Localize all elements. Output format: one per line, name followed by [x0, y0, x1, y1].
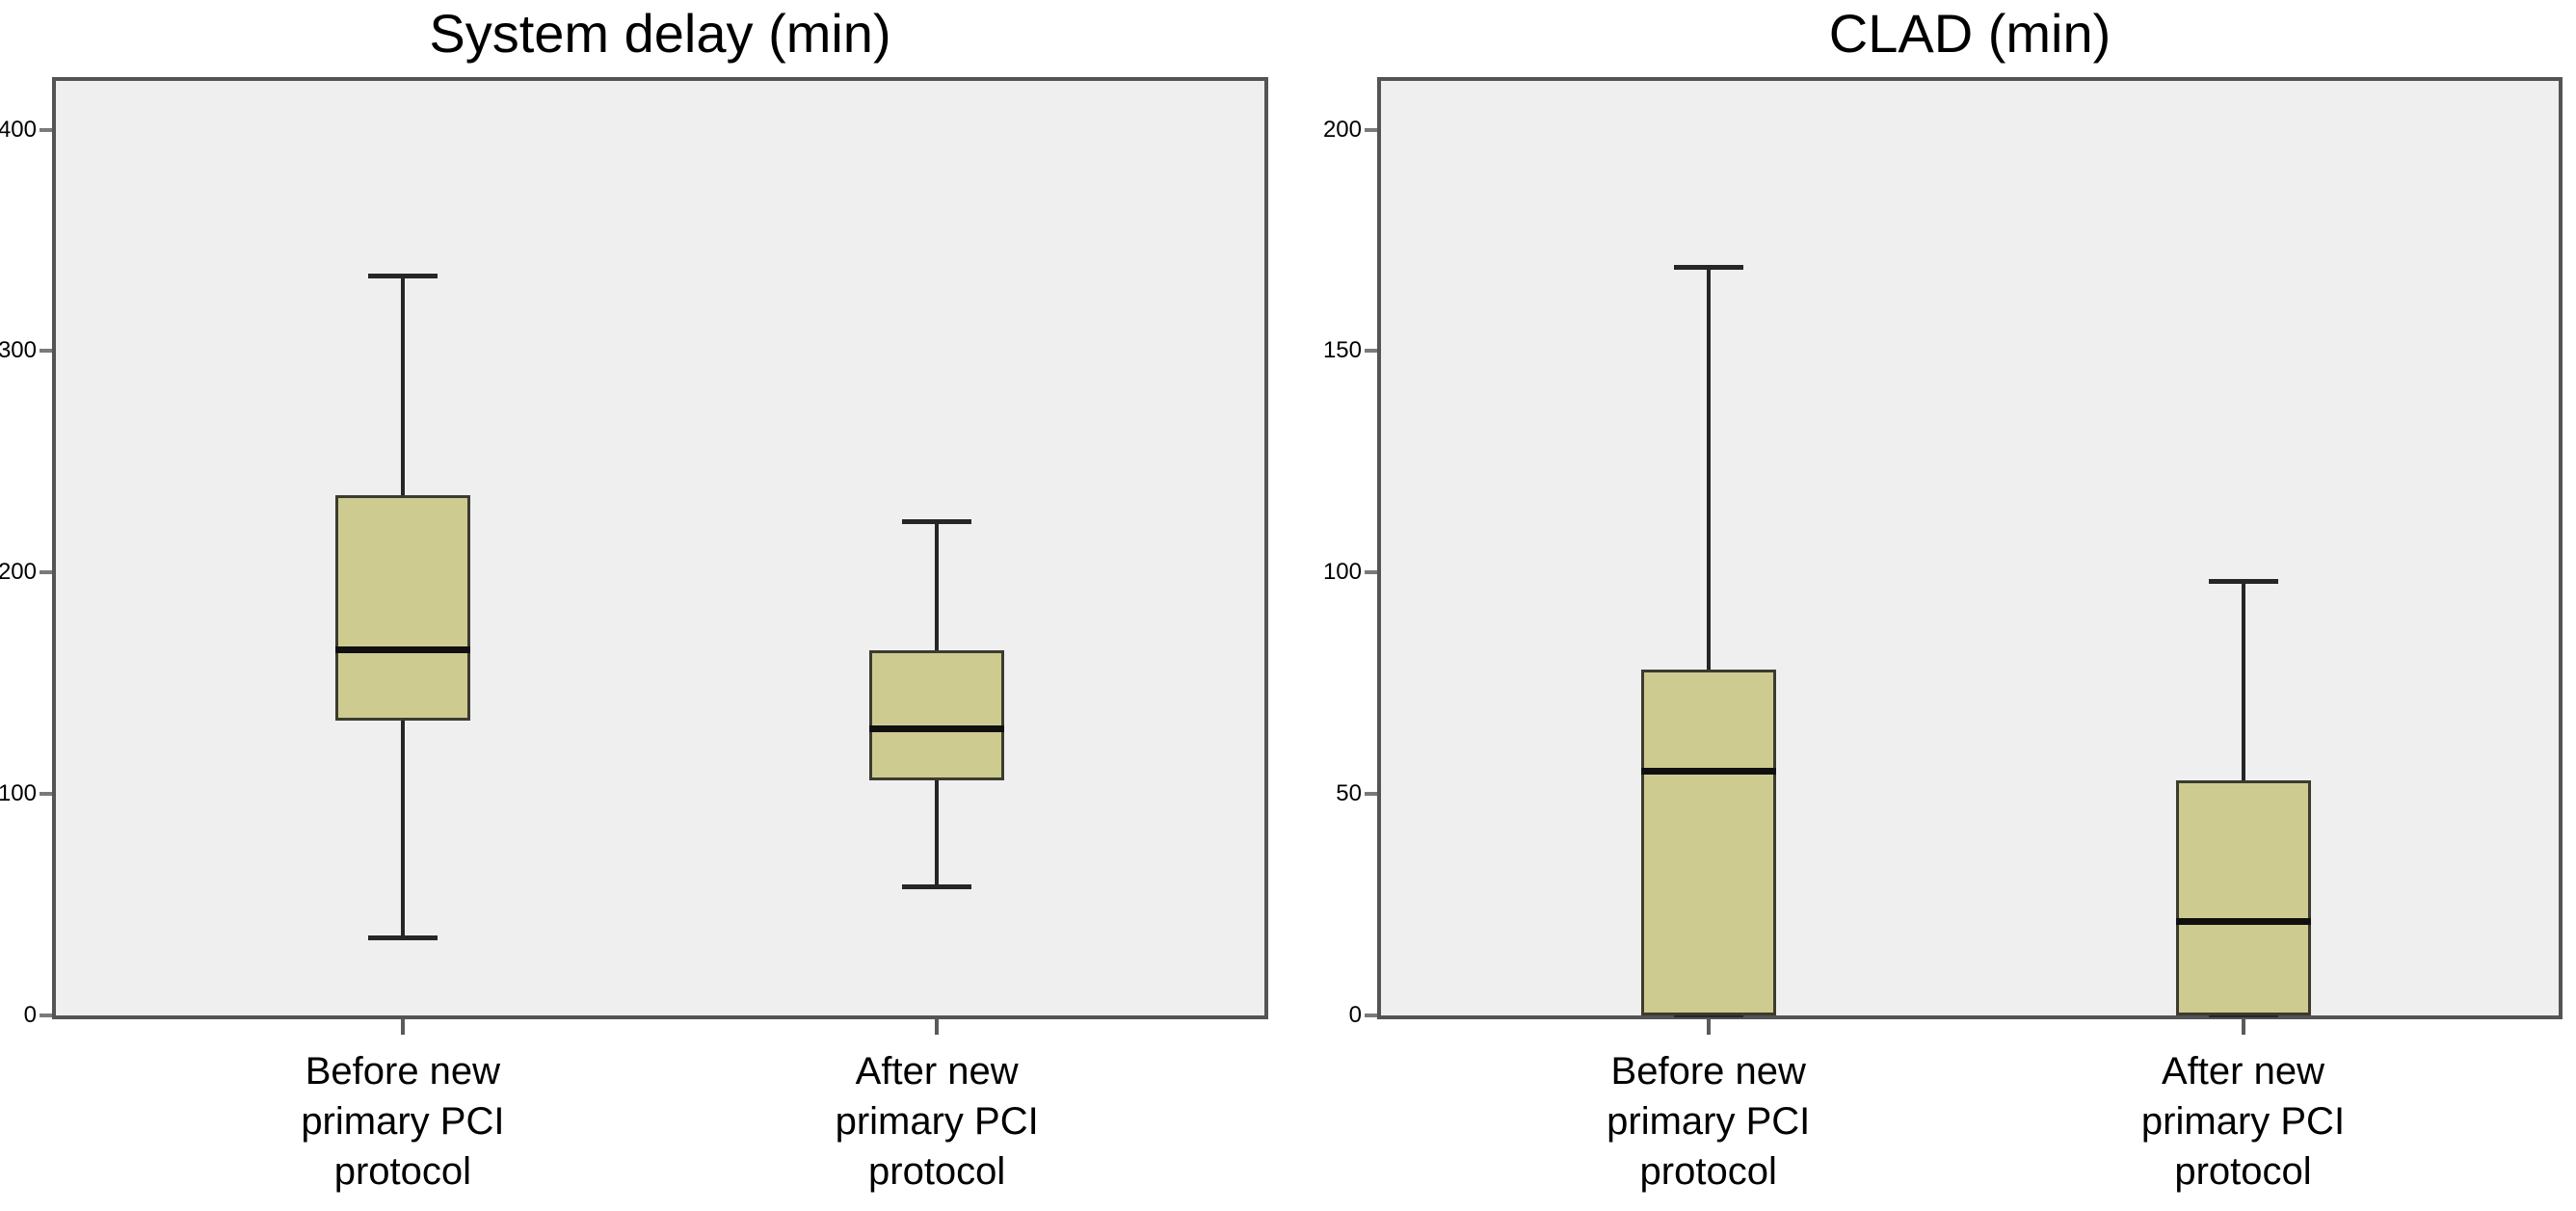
plot-area-system-delay	[52, 77, 1268, 1019]
upper-whisker-cap	[1673, 265, 1743, 271]
y-axis-tick	[1365, 349, 1377, 354]
upper-whisker-cap	[902, 519, 972, 525]
iqr-box	[2175, 780, 2311, 1015]
y-axis-tick-label: 100	[1322, 559, 1362, 586]
y-axis-tick-label: 100	[0, 780, 37, 807]
y-axis-tick	[40, 1014, 52, 1017]
upper-whisker-line	[1706, 267, 1711, 671]
y-axis-tick-label: 0	[1348, 1002, 1362, 1028]
x-axis-tick	[400, 1019, 405, 1035]
y-axis-tick-label: 150	[1322, 337, 1362, 364]
upper-whisker-line	[400, 276, 405, 495]
lower-whisker-cap	[902, 883, 972, 889]
y-axis-tick	[40, 792, 52, 797]
y-axis-tick-label: 0	[23, 1002, 37, 1028]
y-axis-tick-label: 50	[1336, 780, 1362, 807]
x-axis-tick	[935, 1019, 940, 1035]
median-line	[869, 725, 1005, 733]
y-axis-tick-label: 300	[0, 337, 37, 364]
upper-whisker-line	[935, 521, 940, 650]
upper-whisker-cap	[367, 274, 438, 279]
x-axis-tick	[1706, 1019, 1711, 1035]
category-label: After new primary PCI protocol	[835, 1050, 1039, 1193]
category-label: After new primary PCI protocol	[2140, 1050, 2346, 1193]
category-label: Before new primary PCI protocol	[1607, 1050, 1811, 1193]
median-line	[334, 645, 470, 653]
y-axis-tick	[40, 349, 52, 354]
chart-title-clad: CLAD (min)	[1828, 3, 2111, 64]
y-axis-tick-label: 400	[0, 116, 37, 143]
x-axis-tick	[2241, 1019, 2245, 1035]
lower-whisker-cap	[367, 935, 438, 940]
y-axis-tick	[1365, 127, 1377, 132]
y-axis-tick-label: 200	[1322, 116, 1362, 143]
chart-title-system-delay: System delay (min)	[429, 3, 891, 64]
y-axis-tick	[40, 127, 52, 132]
category-label: Before new primary PCI protocol	[301, 1050, 505, 1193]
y-axis-tick	[40, 570, 52, 575]
iqr-box	[869, 649, 1005, 781]
y-axis-tick	[1365, 1014, 1377, 1017]
lower-whisker-line	[935, 780, 940, 887]
median-line	[2175, 918, 2311, 926]
plot-area-clad	[1377, 77, 2563, 1019]
y-axis-tick	[1365, 792, 1377, 797]
upper-whisker-line	[2241, 581, 2245, 781]
y-axis-tick	[1365, 570, 1377, 575]
median-line	[1640, 768, 1776, 776]
iqr-box	[1640, 670, 1776, 1015]
upper-whisker-cap	[2208, 579, 2278, 585]
iqr-box	[334, 494, 470, 722]
y-axis-tick-label: 200	[0, 559, 37, 586]
lower-whisker-line	[400, 721, 405, 938]
